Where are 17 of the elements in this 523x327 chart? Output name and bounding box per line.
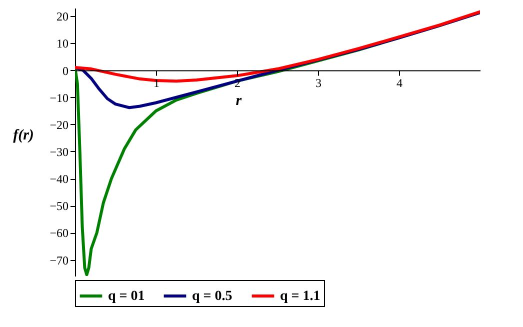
y-tick-label: −50 xyxy=(50,199,68,214)
x-tick-label: 4 xyxy=(396,76,402,90)
legend-label: q = 1.1 xyxy=(280,289,320,304)
legend-label: q = 01 xyxy=(108,289,145,304)
y-tick-label: 20 xyxy=(56,10,68,24)
y-tick-label: −70 xyxy=(50,253,68,268)
y-tick-label: −40 xyxy=(50,172,68,186)
legend-label: q = 0.5 xyxy=(192,289,232,304)
x-tick-label: 3 xyxy=(316,76,322,90)
y-tick-label: −60 xyxy=(50,226,68,240)
y-tick-label: 10 xyxy=(56,36,68,51)
y-tick-label: −10 xyxy=(50,90,68,105)
y-tick-label: 0 xyxy=(62,64,68,78)
y-tick-label: −30 xyxy=(50,144,68,159)
y-axis-title: f(r) xyxy=(13,127,34,144)
y-tick-label: −20 xyxy=(50,118,68,132)
x-axis-title: r xyxy=(236,92,242,109)
